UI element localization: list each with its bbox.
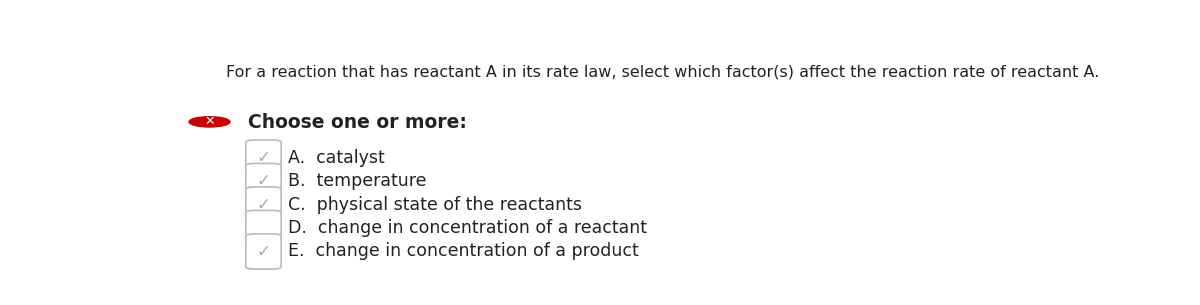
Text: ✓: ✓ (257, 172, 270, 190)
FancyBboxPatch shape (246, 234, 281, 269)
Text: ✕: ✕ (204, 115, 215, 128)
FancyBboxPatch shape (246, 140, 281, 175)
Text: ✓: ✓ (257, 196, 270, 213)
FancyBboxPatch shape (246, 187, 281, 222)
Text: ✓: ✓ (257, 242, 270, 260)
Text: D.  change in concentration of a reactant: D. change in concentration of a reactant (288, 219, 647, 237)
Text: A.  catalyst: A. catalyst (288, 149, 384, 167)
Text: Choose one or more:: Choose one or more: (247, 113, 467, 132)
Text: E.  change in concentration of a product: E. change in concentration of a product (288, 242, 638, 260)
Text: C.  physical state of the reactants: C. physical state of the reactants (288, 196, 582, 213)
Text: B.  temperature: B. temperature (288, 172, 426, 190)
Text: ✓: ✓ (257, 149, 270, 167)
FancyBboxPatch shape (246, 163, 281, 199)
FancyBboxPatch shape (246, 210, 281, 246)
Circle shape (190, 117, 230, 127)
Text: For a reaction that has reactant A in its rate law, select which factor(s) affec: For a reaction that has reactant A in it… (227, 65, 1099, 80)
